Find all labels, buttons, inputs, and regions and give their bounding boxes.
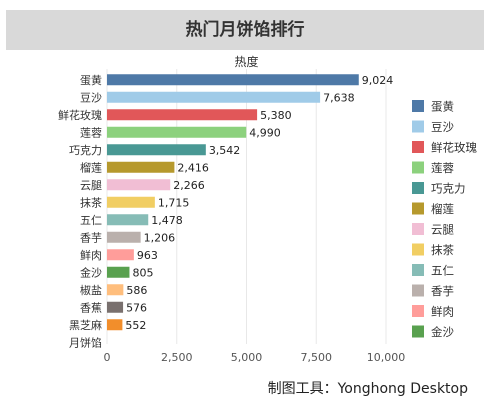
data-label: 5,380 [260, 109, 292, 122]
legend-swatch [412, 305, 424, 317]
legend-label: 莲蓉 [431, 161, 454, 175]
bar [107, 249, 134, 261]
y-tick-label: 香蕉 [80, 301, 102, 314]
legend-label: 抹茶 [431, 243, 454, 257]
y-tick-label: 椒盐 [80, 283, 102, 297]
bar [107, 301, 124, 313]
data-label: 1,478 [151, 214, 183, 227]
legend-label: 五仁 [431, 264, 454, 278]
bar [107, 161, 175, 173]
y-tick-label: 云腿 [80, 179, 102, 192]
bar [107, 196, 155, 208]
legend-swatch [412, 182, 424, 194]
y-tick-label: 金沙 [80, 265, 102, 279]
y-tick-label: 黑芝麻 [69, 318, 102, 332]
legend-label: 鲜花玫瑰 [431, 141, 477, 155]
x-tick-label: 5,000 [231, 351, 263, 364]
page-title: 热门月饼馅排行 [185, 20, 305, 40]
legend-swatch [412, 223, 424, 235]
chart-title: 热度 [234, 54, 258, 69]
legend-label: 榴莲 [431, 202, 454, 216]
legend-swatch [412, 284, 424, 297]
y-tick-label: 鲜肉 [80, 248, 102, 262]
bar [107, 266, 130, 278]
legend-label: 香芋 [431, 284, 454, 298]
bar [107, 74, 359, 86]
bar [107, 144, 206, 156]
legend-swatch [412, 161, 424, 174]
data-label: 1,715 [158, 196, 190, 209]
data-label: 2,416 [177, 161, 209, 174]
data-label: 2,266 [173, 179, 205, 192]
y-tick-label: 榴莲 [80, 160, 102, 174]
legend-label: 云腿 [431, 223, 454, 237]
legend-label: 鲜肉 [431, 305, 454, 319]
data-label: 805 [132, 266, 153, 279]
y-tick-label: 豆沙 [80, 91, 102, 104]
legend-label: 蛋黄 [431, 100, 454, 114]
legend-swatch [412, 120, 424, 133]
bar [107, 126, 247, 138]
data-label: 586 [126, 284, 147, 297]
y-tick-label: 香芋 [80, 231, 102, 244]
data-label: 1,206 [144, 231, 176, 244]
bar [107, 179, 171, 191]
y-tick-label: 巧克力 [69, 144, 102, 157]
data-label: 9,024 [362, 74, 394, 87]
data-label: 552 [125, 319, 146, 332]
data-label: 3,542 [209, 144, 241, 157]
legend-label: 巧克力 [431, 182, 466, 196]
y-tick-label: 莲蓉 [80, 126, 102, 139]
y-tick-label: 抹茶 [80, 196, 102, 209]
x-tick-label: 2,500 [161, 351, 193, 364]
bar [107, 109, 258, 121]
legend-swatch [412, 202, 424, 215]
legend-swatch [412, 141, 424, 153]
legend-swatch [412, 243, 424, 256]
bar [107, 91, 321, 103]
legend-swatch [412, 264, 424, 276]
title-bar: 热门月饼馅排行 [6, 10, 484, 50]
tool-credit: 制图工具：Yonghong Desktop [267, 381, 468, 397]
y-tick-label: 蛋黄 [80, 73, 102, 87]
y-tick-label: 鲜花玫瑰 [58, 108, 102, 122]
data-label: 7,638 [323, 91, 355, 104]
bar [107, 214, 149, 226]
data-label: 4,990 [249, 126, 281, 139]
x-tick-label: 0 [104, 351, 111, 364]
x-tick-label: 7,500 [301, 351, 333, 364]
y-tick-label: 月饼馅 [69, 335, 102, 349]
legend-label: 豆沙 [431, 120, 454, 134]
legend-swatch [412, 325, 424, 338]
legend-swatch [412, 100, 424, 112]
bar [107, 319, 123, 331]
x-tick-label: 10,000 [367, 351, 406, 364]
bar [107, 231, 141, 243]
data-label: 963 [137, 249, 158, 262]
data-label: 576 [126, 301, 147, 314]
bar [107, 284, 124, 296]
legend-label: 金沙 [431, 325, 454, 339]
y-tick-label: 五仁 [80, 214, 102, 227]
